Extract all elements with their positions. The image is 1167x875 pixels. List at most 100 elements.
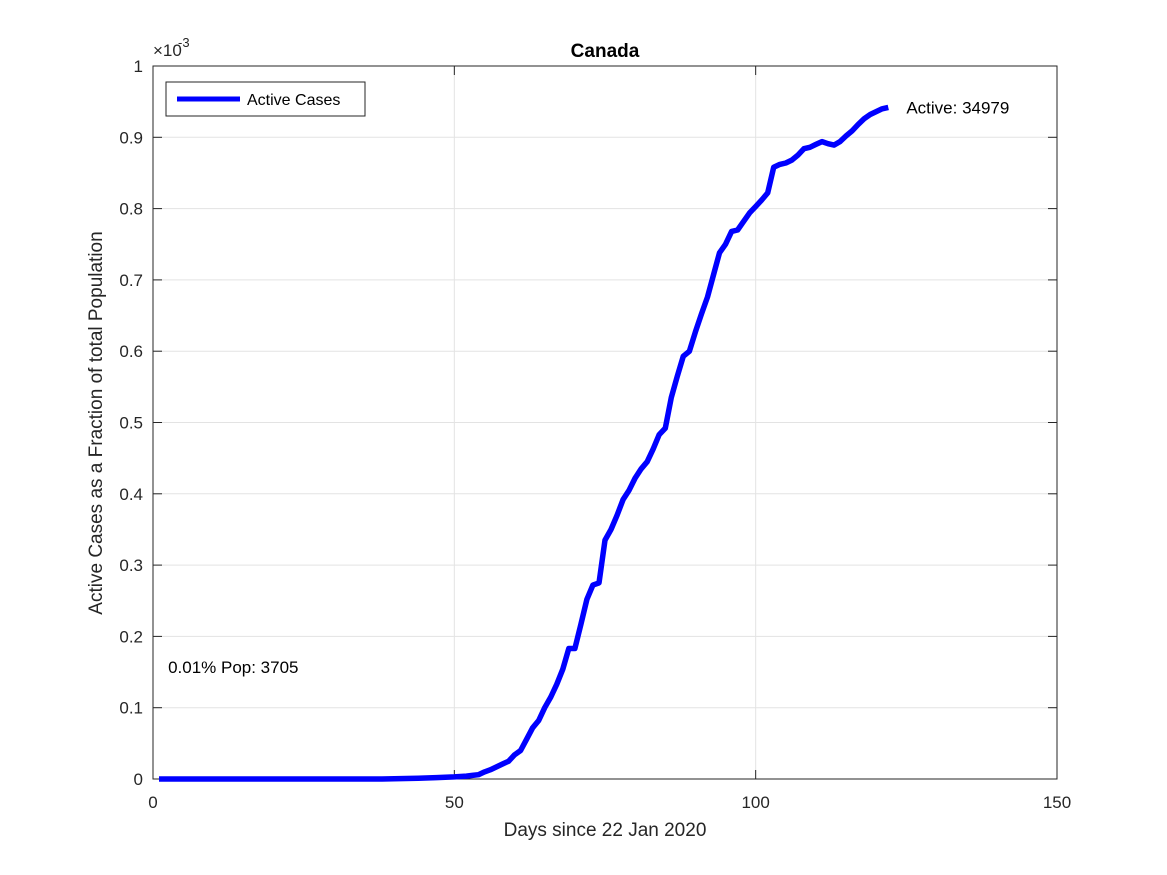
x-tick-label: 50 — [445, 793, 464, 812]
x-axis-label: Days since 22 Jan 2020 — [504, 820, 707, 841]
y-tick-label: 1 — [134, 57, 143, 76]
data-point — [731, 231, 732, 232]
data-point — [767, 192, 768, 193]
data-point — [864, 118, 865, 119]
data-point — [743, 221, 744, 222]
data-point — [803, 148, 804, 149]
data-point — [882, 108, 883, 109]
data-point — [828, 143, 829, 144]
data-point — [870, 114, 871, 115]
data-point — [273, 779, 274, 780]
series-line-active-cases — [159, 104, 889, 782]
x-tick-label: 0 — [148, 793, 157, 812]
data-point — [520, 750, 521, 751]
annotation-active: Active: 34979 — [906, 98, 1009, 117]
data-point — [815, 144, 816, 145]
data-point — [797, 155, 798, 156]
data-point — [562, 669, 563, 670]
x-tick-label: 100 — [741, 793, 769, 812]
y-exponent-base: ×10 — [153, 41, 182, 60]
y-tick-label: 0.3 — [119, 556, 143, 575]
data-point — [834, 145, 835, 146]
data-point — [635, 478, 636, 479]
data-point — [677, 376, 678, 377]
data-point — [478, 774, 479, 775]
data-point — [858, 124, 859, 125]
data-point — [550, 697, 551, 698]
series-layer — [159, 104, 889, 782]
data-point — [159, 779, 160, 780]
data-point — [665, 428, 666, 429]
ticks — [152, 65, 1058, 780]
y-tick-label: 0.2 — [119, 627, 143, 646]
data-point — [538, 720, 539, 721]
data-point — [695, 331, 696, 332]
y-tick-label: 0.7 — [119, 271, 143, 290]
data-point — [852, 130, 853, 131]
data-point — [653, 448, 654, 449]
data-point — [580, 624, 581, 625]
legend-label: Active Cases — [247, 92, 340, 109]
data-point — [454, 776, 455, 777]
data-point — [785, 163, 786, 164]
data-point — [719, 252, 720, 253]
data-point — [623, 499, 624, 500]
data-point — [779, 164, 780, 165]
data-point — [526, 739, 527, 740]
data-point — [888, 107, 889, 108]
data-point — [333, 779, 334, 780]
data-point — [532, 727, 533, 728]
data-point — [508, 761, 509, 762]
data-point — [556, 684, 557, 685]
data-point — [822, 141, 823, 142]
data-point — [586, 599, 587, 600]
y-tick-label: 0.9 — [119, 128, 143, 147]
data-point — [725, 244, 726, 245]
y-tick-labels: 0 0.1 0.2 0.3 0.4 0.5 0.6 0.7 0.8 0.9 1 — [119, 57, 143, 789]
data-point — [749, 212, 750, 213]
y-tick-label: 0.1 — [119, 699, 143, 718]
data-point — [707, 297, 708, 298]
data-point — [592, 585, 593, 586]
data-point — [701, 314, 702, 315]
y-tick-label: 0 — [134, 770, 143, 789]
x-tick-label: 150 — [1043, 793, 1071, 812]
data-point — [629, 490, 630, 491]
data-point — [490, 769, 491, 770]
data-point — [472, 775, 473, 776]
data-point — [611, 529, 612, 530]
data-point — [418, 778, 419, 779]
data-point — [737, 230, 738, 231]
y-exponent-power: -3 — [178, 35, 190, 50]
data-point — [840, 141, 841, 142]
data-point — [574, 648, 575, 649]
data-point — [496, 766, 497, 767]
data-point — [605, 540, 606, 541]
y-tick-label: 0.6 — [119, 342, 143, 361]
data-point — [713, 274, 714, 275]
y-tick-label: 0.8 — [119, 200, 143, 219]
data-point — [659, 434, 660, 435]
data-point — [641, 468, 642, 469]
data-point — [773, 167, 774, 168]
data-point — [761, 200, 762, 201]
data-point — [647, 461, 648, 462]
data-point — [514, 754, 515, 755]
legend: Active Cases — [165, 81, 366, 117]
data-point — [213, 779, 214, 780]
data-point — [466, 776, 467, 777]
data-point — [809, 147, 810, 148]
data-point — [599, 582, 600, 583]
data-point — [568, 648, 569, 649]
y-axis-label: Active Cases as a Fraction of total Popu… — [86, 231, 107, 614]
data-point — [502, 764, 503, 765]
data-point — [755, 206, 756, 207]
data-point — [671, 397, 672, 398]
annotation-population: 0.01% Pop: 3705 — [168, 658, 298, 677]
data-point — [382, 779, 383, 780]
data-point — [846, 135, 847, 136]
chart-title: Canada — [571, 41, 640, 62]
data-point — [484, 771, 485, 772]
